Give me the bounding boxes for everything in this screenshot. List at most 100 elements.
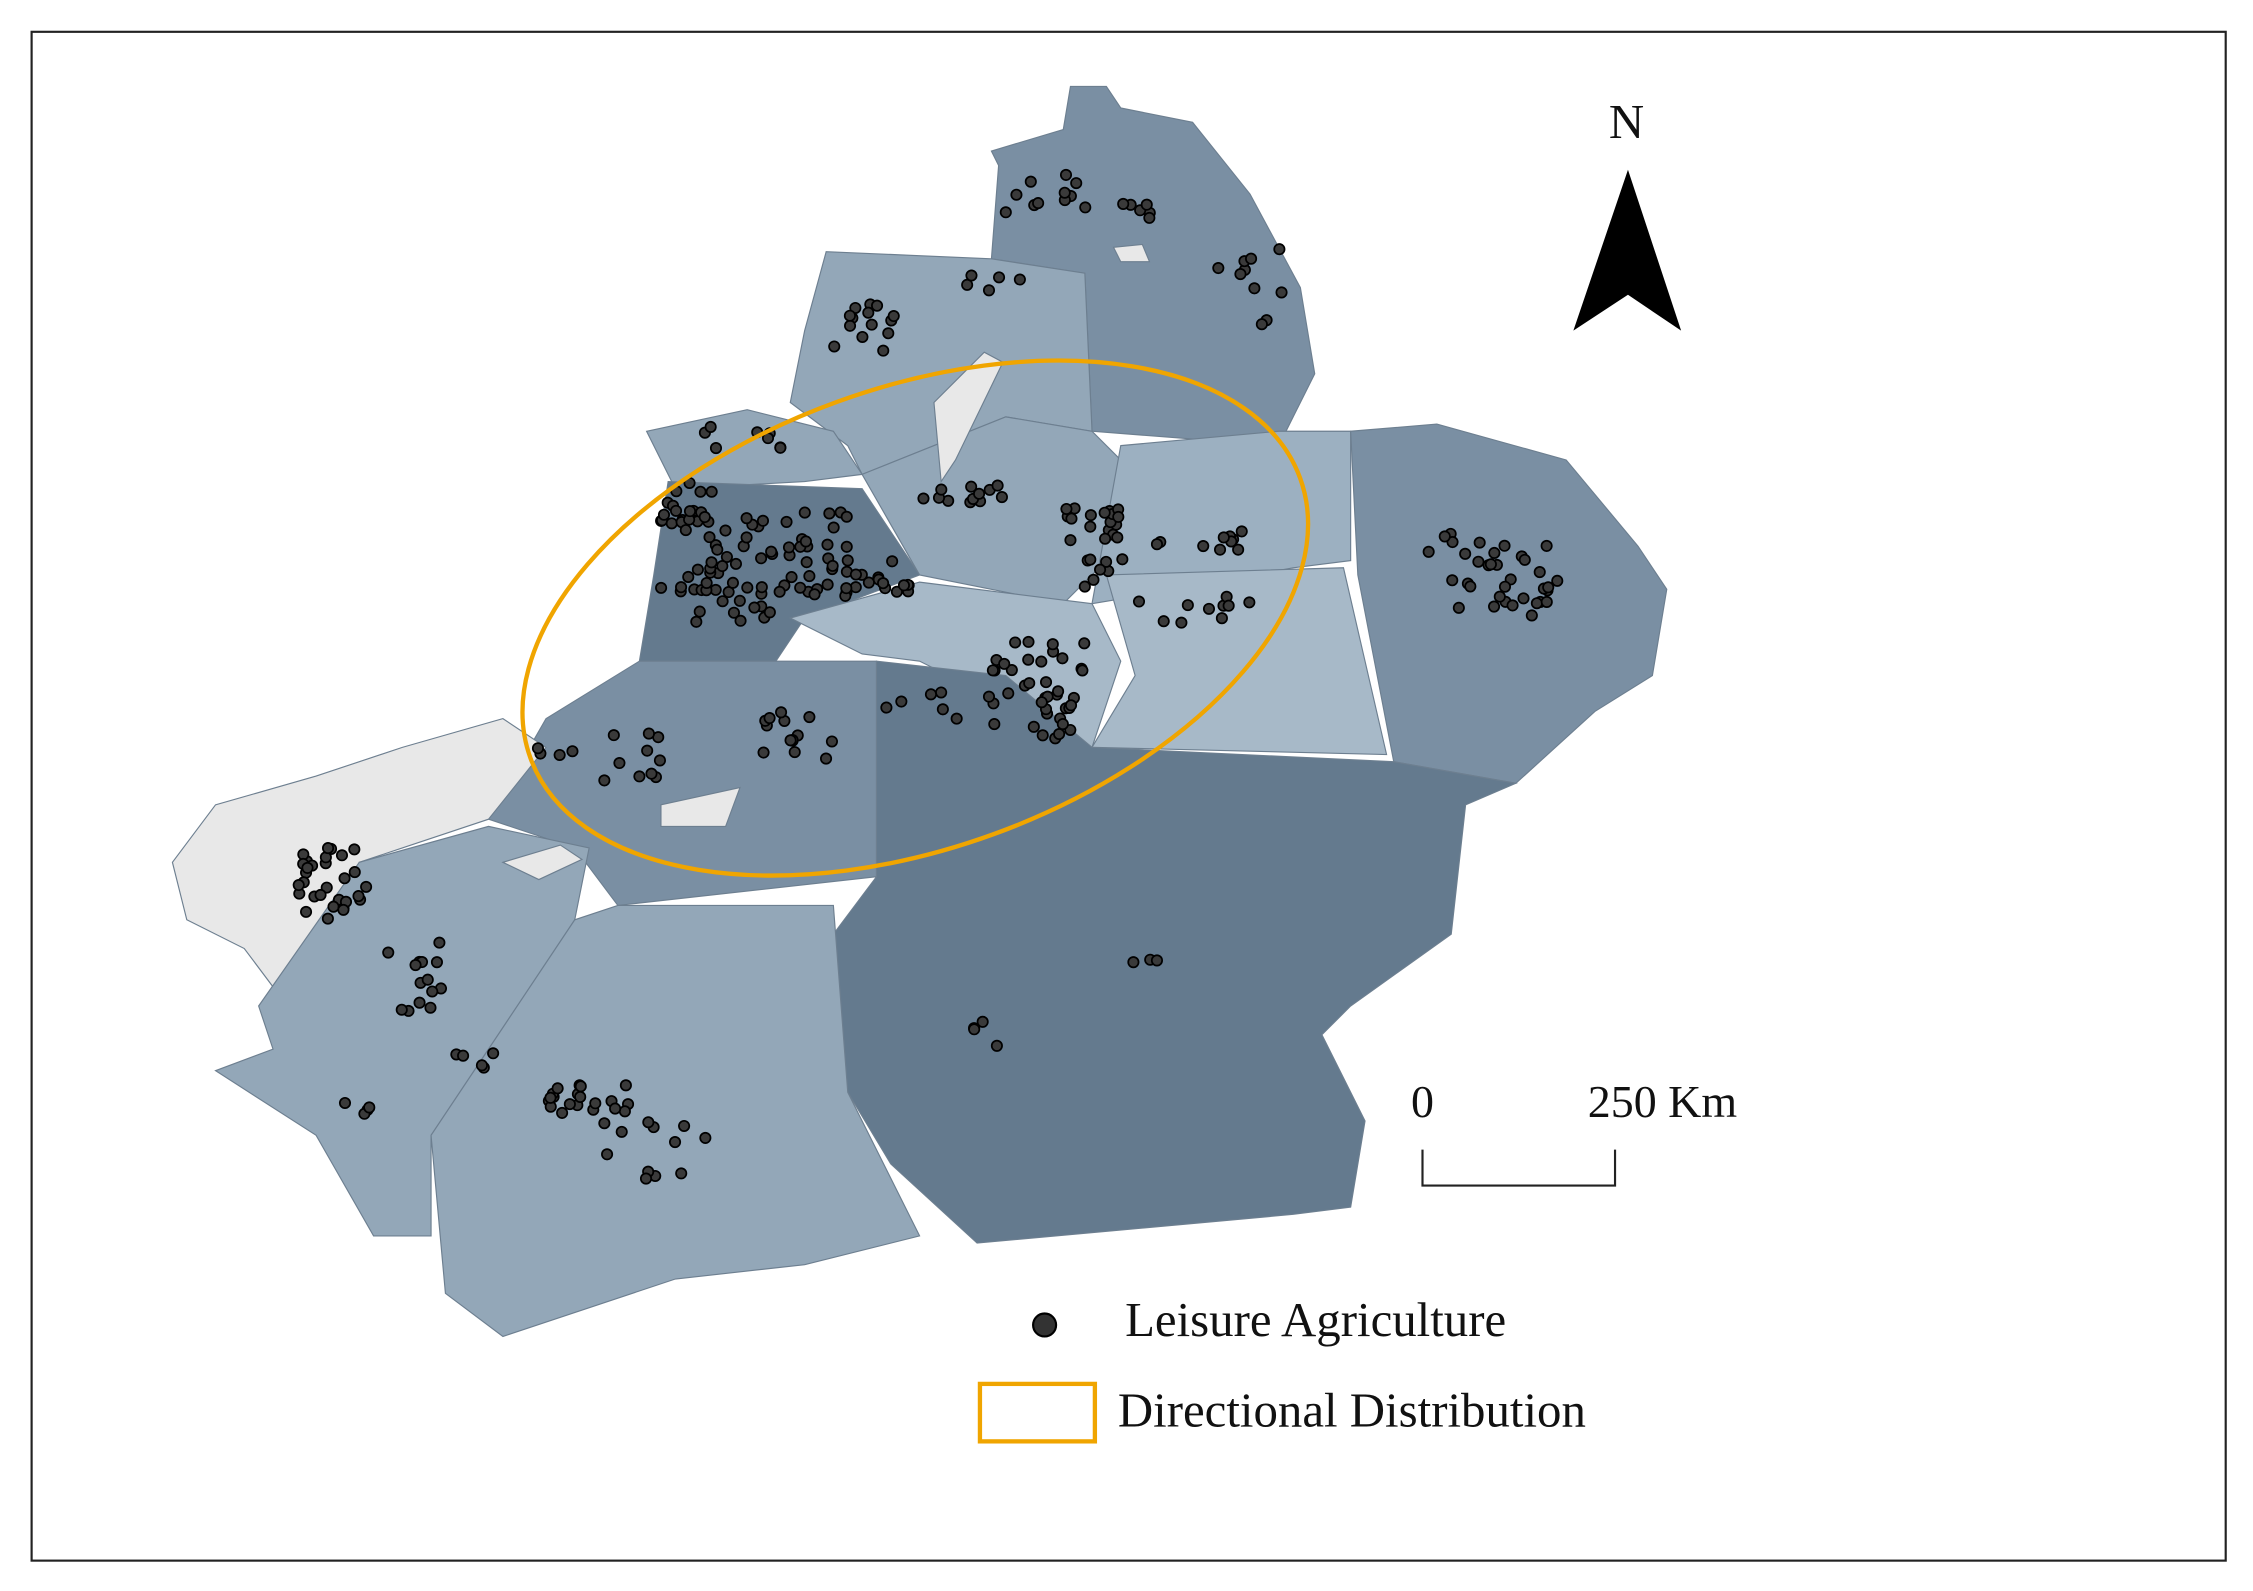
point: [1116, 553, 1129, 566]
point: [352, 890, 365, 903]
point: [487, 1047, 500, 1060]
point: [1005, 664, 1018, 677]
point: [897, 579, 910, 592]
point: [886, 555, 899, 568]
point: [1498, 580, 1512, 593]
point: [1035, 696, 1048, 709]
point: [531, 742, 544, 755]
point: [335, 849, 349, 862]
point: [321, 912, 334, 925]
point: [1087, 573, 1100, 586]
point: [765, 545, 778, 558]
point: [1143, 211, 1156, 224]
legend-label: Leisure Agriculture: [1125, 1292, 1506, 1347]
point: [1117, 197, 1130, 210]
point: [1438, 530, 1451, 543]
point: [1464, 580, 1477, 593]
point: [1234, 268, 1247, 281]
point: [618, 1105, 631, 1118]
point: [1493, 590, 1506, 603]
point: [800, 556, 813, 569]
point: [982, 284, 996, 297]
point: [1202, 602, 1216, 615]
point: [360, 880, 373, 893]
point: [699, 1131, 712, 1144]
point: [690, 615, 703, 628]
point: [1422, 545, 1435, 558]
point: [782, 541, 796, 554]
region: [1091, 430, 1352, 605]
point: [729, 557, 742, 570]
point: [1056, 718, 1069, 731]
legend-symbol: [977, 1381, 1098, 1444]
enclave: [501, 844, 584, 881]
point: [683, 505, 697, 518]
point: [705, 485, 718, 498]
point: [820, 752, 833, 765]
point: [300, 905, 313, 918]
point: [1084, 553, 1097, 566]
point: [1127, 956, 1140, 969]
point: [756, 514, 770, 527]
point: [639, 1172, 653, 1185]
points: [292, 168, 1564, 1185]
point: [1533, 566, 1546, 579]
point: [1235, 525, 1248, 538]
point: [990, 1039, 1003, 1052]
point: [917, 492, 930, 505]
point: [1255, 318, 1268, 331]
point: [337, 903, 350, 916]
point: [413, 996, 426, 1009]
point: [598, 1117, 611, 1130]
point: [1056, 652, 1069, 665]
point: [1488, 546, 1501, 559]
point: [740, 531, 753, 544]
point: [553, 748, 566, 762]
point: [716, 559, 729, 573]
point: [1099, 532, 1112, 545]
point: [421, 973, 434, 986]
point: [1275, 286, 1288, 299]
point: [292, 878, 305, 892]
point: [1472, 555, 1485, 568]
point: [363, 1101, 376, 1114]
point: [711, 543, 724, 556]
point: [642, 727, 655, 740]
point: [976, 1015, 989, 1028]
point: [727, 606, 740, 619]
point: [424, 1001, 437, 1014]
point: [826, 559, 839, 572]
point: [840, 582, 853, 595]
point: [457, 1049, 470, 1062]
point: [675, 1167, 688, 1180]
point: [1053, 727, 1066, 741]
point: [1060, 502, 1073, 516]
point: [1245, 252, 1258, 265]
scale-label: 0: [1411, 1076, 1434, 1127]
point: [827, 521, 840, 534]
point: [991, 479, 1004, 492]
point: [382, 946, 395, 959]
point: [682, 570, 695, 583]
region: [214, 825, 590, 1237]
point: [670, 504, 683, 517]
point: [986, 664, 999, 677]
point: [982, 690, 996, 703]
point: [1517, 592, 1530, 605]
point: [601, 1148, 614, 1161]
point: [1111, 531, 1124, 544]
point: [1181, 599, 1194, 612]
point: [1197, 540, 1210, 553]
point: [641, 744, 654, 757]
point: [314, 888, 327, 901]
point: [748, 601, 761, 614]
point: [1248, 282, 1261, 295]
point: [1002, 687, 1015, 700]
point: [1084, 509, 1097, 522]
point: [973, 487, 986, 500]
point: [995, 491, 1008, 504]
point: [1009, 636, 1022, 649]
point: [1084, 520, 1097, 533]
point: [774, 441, 787, 454]
